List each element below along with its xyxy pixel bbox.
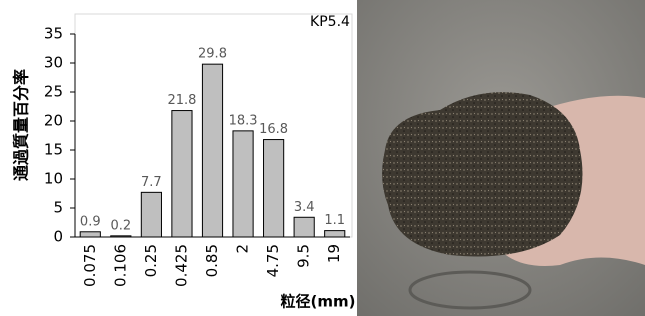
bar <box>111 236 131 237</box>
x-tick-label: 0.85 <box>203 244 221 277</box>
bar <box>172 111 192 237</box>
bar <box>202 64 222 237</box>
x-tick-label: 0.425 <box>172 244 190 287</box>
y-tick-label: 15 <box>44 141 63 159</box>
data-label: 3.4 <box>294 200 315 215</box>
bar <box>80 232 100 237</box>
data-label: 1.1 <box>324 213 345 228</box>
y-tick-label: 10 <box>44 170 63 188</box>
x-tick-label: 0.25 <box>142 244 160 277</box>
bar <box>325 231 345 237</box>
chart-title: KP5.4 <box>310 14 350 30</box>
y-tick-label: 0 <box>53 228 63 246</box>
data-label: 18.3 <box>229 113 258 128</box>
x-tick-label: 4.75 <box>264 244 282 277</box>
page: KP5.4 通過質量百分率 粒径(mm) 0 5 10 15 20 25 30 35 0.075… <box>0 0 645 316</box>
y-tick-label: 30 <box>44 54 63 72</box>
y-tick-label: 25 <box>44 83 63 101</box>
bar <box>233 131 253 237</box>
x-tick-label: 0.106 <box>111 244 129 287</box>
data-label: 0.9 <box>80 214 101 229</box>
data-label: 0.2 <box>110 218 131 233</box>
y-tick-label: 5 <box>53 199 63 217</box>
x-tick-label: 19 <box>325 244 343 263</box>
x-tick-label: 9.5 <box>295 244 313 268</box>
x-tick-label: 2 <box>234 244 252 254</box>
bar <box>294 217 314 237</box>
chart: KP5.4 通過質量百分率 粒径(mm) 0 5 10 15 20 25 30 35 0.075… <box>0 0 645 316</box>
bar <box>264 140 284 237</box>
data-label: 29.8 <box>198 47 227 62</box>
x-tick-label: 0.075 <box>81 244 99 287</box>
data-label: 7.7 <box>141 175 162 190</box>
photo <box>357 0 645 316</box>
data-label: 21.8 <box>167 93 196 108</box>
y-tick-label: 35 <box>44 25 63 43</box>
bar <box>141 192 161 237</box>
data-label: 16.8 <box>259 122 288 137</box>
y-tick-label: 20 <box>44 112 63 130</box>
x-axis-label: 粒径(mm) <box>281 293 356 311</box>
y-axis-label: 通過質量百分率 <box>12 69 31 181</box>
